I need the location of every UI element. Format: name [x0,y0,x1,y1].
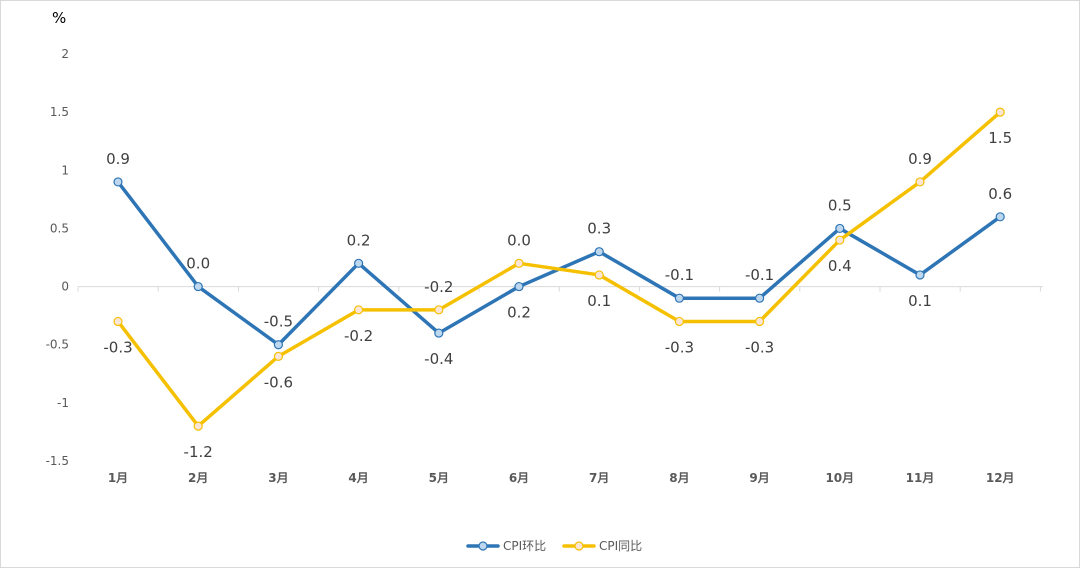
data-label: 0.1 [908,292,932,310]
y-tick-label: 1 [61,163,69,177]
data-point [594,247,604,257]
series-line [116,110,1002,428]
x-tick-label: 8月 [669,471,689,485]
data-point [674,293,685,303]
data-label: 0.9 [106,150,130,168]
data-label: -0.3 [665,338,694,356]
x-axis-tickmarks [77,286,1041,292]
legend: CPI环比 CPI同比 [466,539,642,553]
x-tick-label: 9月 [749,471,769,485]
data-label: 0.5 [828,196,852,214]
data-label: -0.3 [745,338,774,356]
y-tick-label: -1.5 [46,454,69,468]
x-tick-label: 7月 [589,471,609,485]
data-point [995,212,1005,222]
data-label: -0.1 [665,266,694,284]
data-label: -0.6 [264,373,293,391]
y-unit-label: % [52,9,66,27]
data-point [915,177,925,187]
data-label: 0.0 [507,231,531,249]
data-point [835,223,845,234]
x-tick-label: 4月 [348,471,368,485]
data-label: -1.2 [184,443,213,461]
data-label: -0.5 [264,313,293,331]
data-point [674,316,685,327]
x-tick-label: 10月 [825,471,854,485]
series-line [116,180,1002,347]
data-point [995,107,1005,117]
x-tick-label: 1月 [108,471,128,485]
data-label: -0.2 [344,327,373,345]
data-label: 0.9 [908,150,932,168]
data-point [113,177,123,187]
data-point [915,270,925,280]
y-tick-label: -0.5 [46,338,69,352]
legend-label: CPI同比 [599,539,642,553]
data-point [193,421,203,431]
data-label: -0.4 [424,350,453,368]
data-label: 1.5 [988,129,1012,147]
x-tick-label: 5月 [429,471,449,485]
data-point [354,305,364,315]
y-tick-label: 0 [61,280,69,294]
data-labels: 0.9 0.0 -0.5 0.2 -0.4 0.2 0.3 -0.1 -0.1 0.5 0.1 0.6… [103,129,1012,461]
x-tick-label: 2月 [188,471,208,485]
y-axis-ticks: 2 1.5 1 0.5 0 -0.5 -1 -1.5 [46,47,69,468]
y-tick-label: -1 [57,396,69,410]
data-label: -0.1 [745,266,774,284]
legend-swatch-marker [478,541,488,551]
legend-swatch-marker [574,541,584,551]
y-tick-label: 1.5 [50,105,69,119]
data-label: 0.2 [507,304,531,322]
x-tick-label: 12月 [986,471,1015,485]
data-label: 0.1 [587,292,611,310]
legend-label: CPI环比 [503,539,546,553]
data-label: -0.2 [424,278,453,296]
data-label: 0.3 [587,220,611,238]
data-label: 0.4 [828,257,852,275]
data-point [113,316,123,327]
data-point [514,281,524,292]
data-point [835,235,845,245]
data-point [434,328,444,338]
data-point [273,351,283,361]
data-point [273,340,283,350]
data-point [594,270,604,280]
y-tick-label: 0.5 [50,221,69,235]
x-axis-labels: 1月 2月 3月 4月 5月 6月 7月 8月 9月 10月 11月 12月 [108,471,1015,485]
x-tick-label: 3月 [268,471,288,485]
data-point [434,305,444,315]
data-label: 0.2 [347,231,371,249]
data-point [514,258,524,268]
x-tick-label: 11月 [906,471,935,485]
data-label: 0.0 [186,255,210,273]
data-point [754,293,765,303]
data-point [754,316,765,327]
data-label: -0.3 [103,338,132,356]
series-layer [113,107,1005,431]
y-tick-label: 2 [61,47,69,61]
data-point [193,281,203,292]
data-label: 0.6 [988,185,1012,203]
x-tick-label: 6月 [509,471,529,485]
data-point [354,258,364,268]
